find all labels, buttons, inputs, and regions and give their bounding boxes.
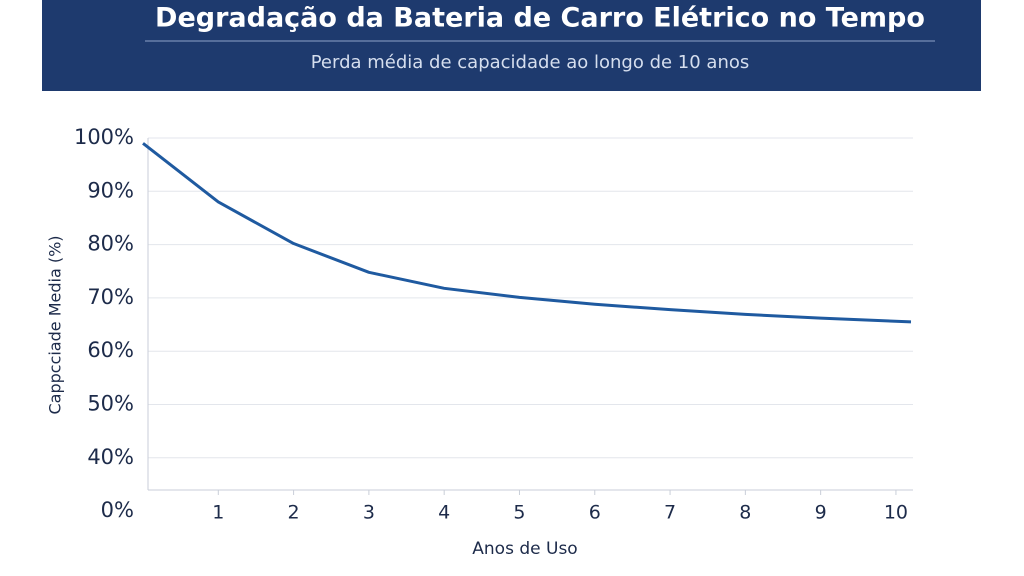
- y-tick-label: 50%: [87, 392, 134, 416]
- x-tick-label: 1: [212, 502, 224, 524]
- x-tick-label: 7: [664, 502, 676, 524]
- y-tick-label: 0%: [101, 498, 134, 522]
- y-tick-label: 80%: [87, 232, 134, 256]
- x-tick-label: 8: [739, 502, 751, 524]
- chart-title: Degradação da Bateria de Carro Elétrico …: [155, 3, 925, 34]
- x-tick-label: 2: [288, 502, 300, 524]
- x-tick-label: 9: [815, 502, 827, 524]
- y-tick-label: 100%: [74, 125, 134, 149]
- y-axis-label: Cappcciade Media (%): [46, 235, 65, 414]
- x-axis-label: Anos de Uso: [472, 539, 577, 559]
- header-band: [42, 0, 981, 91]
- x-tick-label: 10: [884, 502, 908, 524]
- x-tick-label: 4: [438, 502, 450, 524]
- y-tick-label: 70%: [87, 285, 134, 309]
- y-tick-label: 40%: [87, 445, 134, 469]
- x-tick-label: 6: [589, 502, 601, 524]
- y-tick-label: 60%: [87, 338, 134, 362]
- y-tick-label: 90%: [87, 178, 134, 202]
- chart-subtitle: Perda média de capacidade ao longo de 10…: [311, 52, 750, 73]
- x-tick-label: 5: [513, 502, 525, 524]
- x-tick-label: 3: [363, 502, 375, 524]
- data-line: [142, 142, 912, 324]
